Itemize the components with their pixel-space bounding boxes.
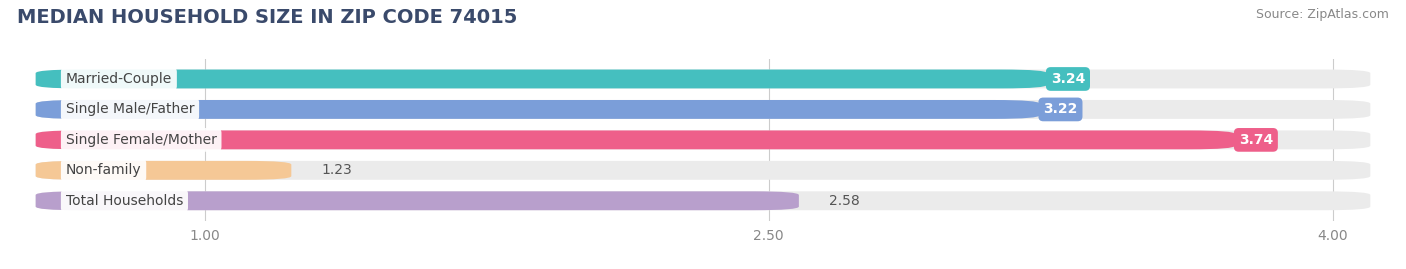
- Text: Single Female/Mother: Single Female/Mother: [66, 133, 217, 147]
- Text: 3.22: 3.22: [1043, 102, 1077, 116]
- Text: Non-family: Non-family: [66, 163, 142, 177]
- FancyBboxPatch shape: [35, 69, 1371, 89]
- FancyBboxPatch shape: [35, 191, 1371, 210]
- Text: Source: ZipAtlas.com: Source: ZipAtlas.com: [1256, 8, 1389, 21]
- FancyBboxPatch shape: [35, 161, 291, 180]
- FancyBboxPatch shape: [35, 130, 1371, 149]
- FancyBboxPatch shape: [35, 191, 799, 210]
- Text: MEDIAN HOUSEHOLD SIZE IN ZIP CODE 74015: MEDIAN HOUSEHOLD SIZE IN ZIP CODE 74015: [17, 8, 517, 27]
- Text: 2.58: 2.58: [830, 194, 859, 208]
- Text: 1.23: 1.23: [322, 163, 352, 177]
- Text: Single Male/Father: Single Male/Father: [66, 102, 194, 116]
- FancyBboxPatch shape: [35, 130, 1234, 149]
- Text: Married-Couple: Married-Couple: [66, 72, 172, 86]
- FancyBboxPatch shape: [35, 69, 1047, 89]
- Text: 3.24: 3.24: [1050, 72, 1085, 86]
- FancyBboxPatch shape: [35, 161, 1371, 180]
- Text: 3.74: 3.74: [1239, 133, 1272, 147]
- FancyBboxPatch shape: [35, 100, 1039, 119]
- Text: Total Households: Total Households: [66, 194, 183, 208]
- FancyBboxPatch shape: [35, 100, 1371, 119]
